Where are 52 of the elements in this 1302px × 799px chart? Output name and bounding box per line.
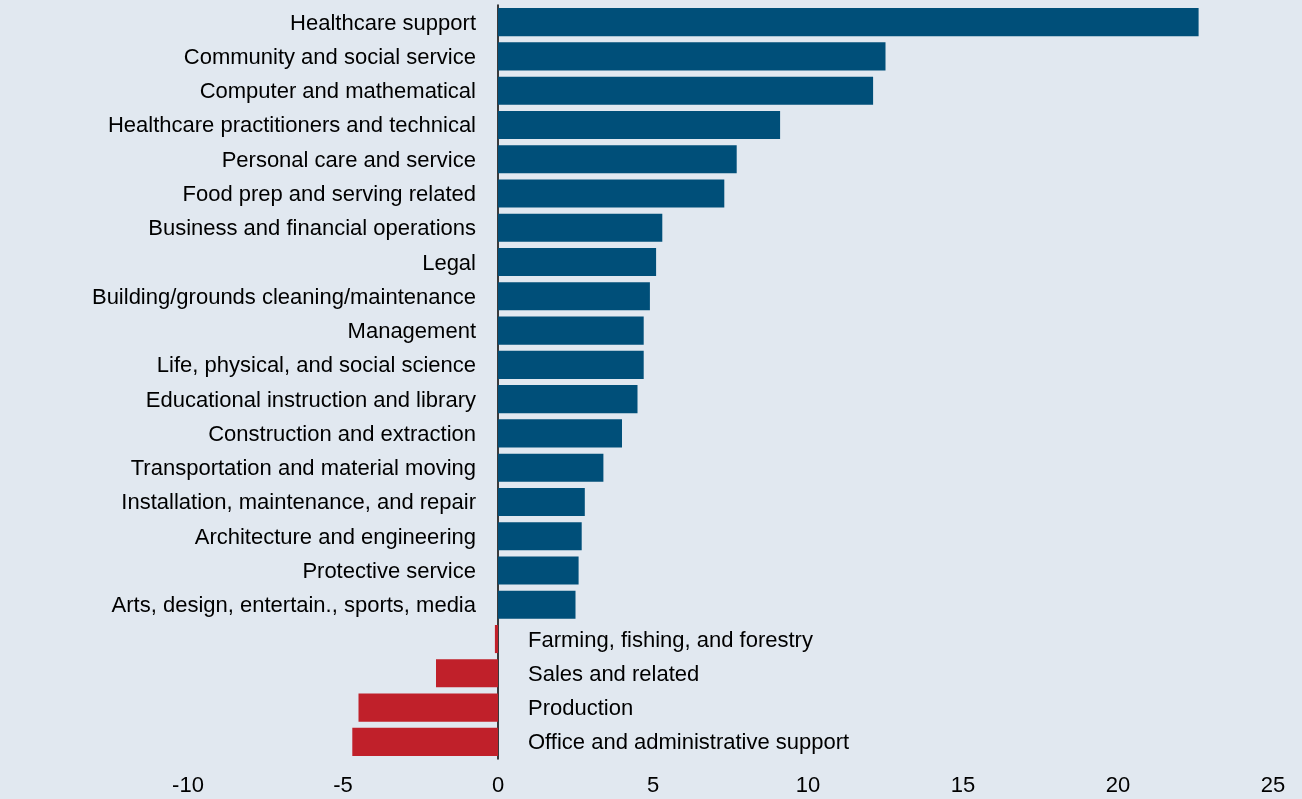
y-tick-label: Legal <box>422 249 476 275</box>
bar <box>498 76 874 105</box>
y-tick-label: Architecture and engineering <box>194 523 476 549</box>
bar <box>358 693 498 722</box>
x-tick-label: -5 <box>333 771 353 797</box>
bar <box>498 487 585 517</box>
y-tick-label: Personal care and service <box>221 146 476 172</box>
bar <box>352 727 498 756</box>
bar <box>436 659 498 688</box>
x-tick-label: 15 <box>950 771 976 797</box>
bar <box>498 453 604 482</box>
y-tick-label: Transportation and material moving <box>130 455 476 481</box>
y-tick-label: Sales and related <box>528 660 700 686</box>
y-tick-label: Food prep and serving related <box>182 181 476 206</box>
bar <box>498 522 582 551</box>
y-tick-label: Protective service <box>302 558 476 583</box>
bar <box>498 556 579 585</box>
bar <box>498 282 650 311</box>
y-tick-label: Healthcare support <box>290 9 476 35</box>
y-tick-label: Office and administrative support <box>528 729 850 755</box>
y-tick-label: Arts, design, entertain., sports, media <box>111 592 477 618</box>
y-tick-label: Farming, fishing, and forestry <box>528 626 813 652</box>
bar <box>498 350 644 379</box>
bar <box>494 624 498 654</box>
bar <box>498 590 576 619</box>
bar <box>498 385 638 414</box>
bar <box>498 42 886 71</box>
x-tick-label: -10 <box>172 771 204 797</box>
y-tick-label: Educational instruction and library <box>145 386 476 412</box>
bar <box>498 110 781 140</box>
y-tick-label: Healthcare practitioners and technical <box>107 112 476 138</box>
bar <box>498 179 725 208</box>
bar <box>498 8 1199 37</box>
bar <box>498 316 644 345</box>
bar <box>498 247 657 277</box>
y-tick-label: Installation, maintenance, and repair <box>121 489 476 515</box>
x-tick-label: 20 <box>1105 771 1131 797</box>
y-tick-label: Production <box>528 695 634 721</box>
y-tick-label: Management <box>347 318 476 344</box>
x-tick-label: 0 <box>491 771 505 797</box>
y-tick-label: Community and social service <box>183 43 476 69</box>
y-tick-label: Computer and mathematical <box>199 78 476 104</box>
y-tick-label: Building/grounds cleaning/maintenance <box>91 283 476 309</box>
y-tick-label: Construction and extraction <box>208 420 476 446</box>
x-tick-label: 25 <box>1260 771 1286 797</box>
x-tick-label: 5 <box>646 771 660 797</box>
y-tick-label: Life, physical, and social science <box>156 352 476 378</box>
y-tick-label: Business and financial operations <box>148 215 476 241</box>
bar <box>498 213 663 242</box>
x-tick-label: 10 <box>795 771 821 797</box>
bar <box>498 419 622 448</box>
bar <box>498 145 737 174</box>
